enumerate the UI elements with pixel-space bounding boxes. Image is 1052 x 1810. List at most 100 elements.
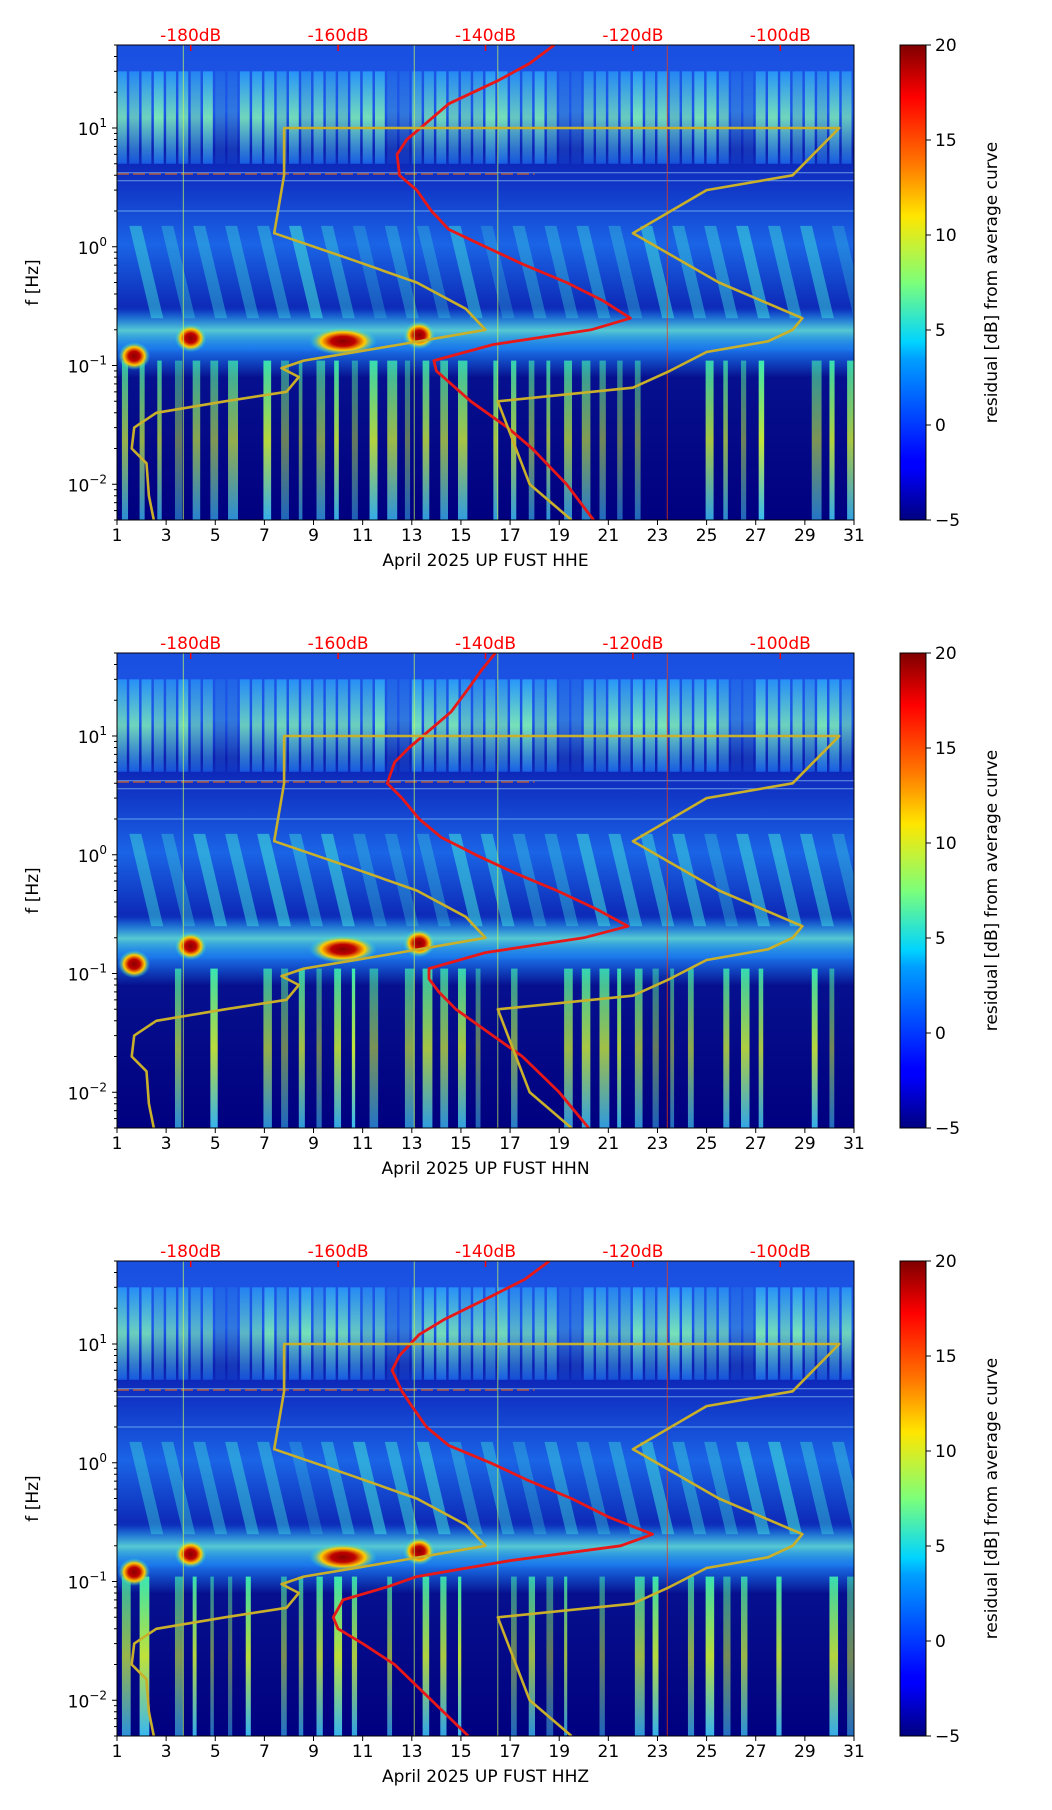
hf-noise-stripe — [325, 71, 336, 164]
colorbar-tick-label: 0 — [935, 1632, 946, 1652]
hf-noise-stripe — [141, 1287, 152, 1380]
y-tick-exponent: −1 — [89, 962, 107, 976]
x-tick-label: 13 — [401, 1742, 423, 1762]
top-axis-label: -160dB — [308, 634, 369, 654]
colorbar-gradient — [899, 652, 927, 1129]
hot-spot — [403, 929, 436, 958]
microseism-streak — [608, 1441, 643, 1535]
hf-noise-stripe — [780, 679, 791, 772]
y-tick-base: 10 — [68, 358, 90, 378]
hot-spot — [118, 950, 151, 979]
microseism-streak — [193, 225, 228, 319]
hf-noise-stripe — [522, 1287, 533, 1380]
lf-stripe — [174, 360, 183, 520]
lf-stripe — [705, 360, 714, 520]
hf-noise-stripe — [350, 1287, 361, 1380]
lf-stripe — [617, 360, 623, 520]
hf-noise-stripe — [817, 1287, 827, 1380]
y-tick-exponent: 1 — [99, 116, 107, 130]
hot-spot — [403, 1537, 436, 1566]
x-axis-label: April 2025 UP FUST HHE — [382, 551, 588, 571]
lf-stripe — [228, 1576, 233, 1736]
colorbar-tick-label: 10 — [935, 1442, 957, 1462]
hf-noise-stripe — [473, 71, 484, 164]
hf-noise-stripe — [755, 1287, 766, 1380]
hf-noise-stripe — [239, 679, 250, 772]
hf-noise-stripe — [596, 71, 606, 164]
lf-stripe — [228, 360, 239, 520]
lf-stripe — [475, 968, 481, 1128]
lf-stripe — [263, 968, 272, 1128]
y-tick-label: 10−1 — [68, 962, 107, 986]
x-tick-label: 19 — [548, 1134, 570, 1154]
microseism-streak — [640, 833, 675, 927]
colorbar-label: residual [dB] from average curve — [982, 142, 1002, 423]
hf-noise-stripe — [190, 679, 201, 772]
hf-noise-stripe — [620, 71, 631, 164]
hf-noise-stripe — [534, 679, 545, 772]
hf-noise-stripe — [362, 71, 373, 164]
hf-noise-stripe — [325, 679, 336, 772]
y-tick-base: 10 — [78, 1455, 100, 1475]
y-tick-base: 10 — [68, 1574, 90, 1594]
hf-noise-stripe — [473, 1287, 484, 1380]
lf-stripe — [351, 968, 356, 1128]
microseism-streak — [512, 225, 547, 319]
y-tick-base: 10 — [68, 1692, 90, 1712]
lf-stripe — [581, 968, 591, 1128]
hot-spot — [309, 1543, 378, 1572]
lf-stripe — [139, 1576, 150, 1736]
hf-noise-stripe — [153, 679, 164, 772]
hf-noise-stripe — [387, 679, 398, 772]
hf-noise-stripe — [448, 679, 459, 772]
hf-noise-stripe — [485, 679, 496, 772]
hot-spot — [174, 932, 207, 961]
hf-noise-stripe — [534, 71, 545, 164]
y-tick-label: 10−2 — [68, 472, 107, 496]
hf-noise-stripe — [448, 71, 459, 164]
colorbar-tick-label: −5 — [935, 1119, 960, 1139]
lf-stripe — [811, 360, 822, 520]
colorbar-tick-label: 10 — [935, 226, 957, 246]
hf-noise-stripe — [571, 71, 582, 164]
hf-noise-stripe — [215, 1287, 226, 1380]
hf-noise-stripe — [510, 71, 520, 164]
y-axis-label: f [Hz] — [23, 259, 43, 305]
lf-stripe — [121, 360, 129, 520]
colorbar-label: residual [dB] from average curve — [982, 1358, 1002, 1639]
hf-noise-stripe — [841, 679, 852, 772]
x-axis-label: April 2025 UP FUST HHN — [381, 1159, 589, 1179]
y-tick-label: 100 — [78, 235, 107, 259]
lf-stripe — [263, 360, 272, 520]
hf-noise-stripe — [129, 71, 140, 164]
y-tick-label: 10−1 — [68, 354, 107, 378]
hf-noise-stripe — [718, 71, 729, 164]
microseism-streak — [320, 833, 355, 927]
lf-stripe — [316, 1576, 323, 1736]
hf-noise-stripe — [264, 1287, 275, 1380]
hot-spot — [309, 935, 378, 964]
hf-noise-stripe — [682, 71, 692, 164]
lf-stripe — [758, 968, 764, 1128]
microseism-streak — [704, 225, 739, 319]
hf-noise-stripe — [706, 71, 717, 164]
hf-noise-stripe — [202, 71, 213, 164]
hf-noise-stripe — [129, 1287, 140, 1380]
hf-noise-stripe — [804, 1287, 815, 1380]
hf-noise-stripe — [645, 1287, 656, 1380]
lf-stripe — [687, 1576, 695, 1736]
lf-stripe — [210, 1576, 214, 1736]
hot-spot — [118, 342, 151, 371]
y-tick-base: 10 — [78, 1336, 100, 1356]
hf-noise-stripe — [768, 71, 778, 164]
hf-noise-stripe — [190, 1287, 201, 1380]
y-tick-base: 10 — [78, 728, 100, 748]
microseism-streak — [544, 1441, 579, 1535]
lf-stripe — [511, 968, 518, 1128]
hf-noise-stripe — [227, 1287, 238, 1380]
lf-stripe — [811, 968, 818, 1128]
microseism-streak — [193, 833, 228, 927]
lf-stripe — [316, 968, 322, 1128]
x-tick-label: 3 — [161, 1742, 172, 1762]
